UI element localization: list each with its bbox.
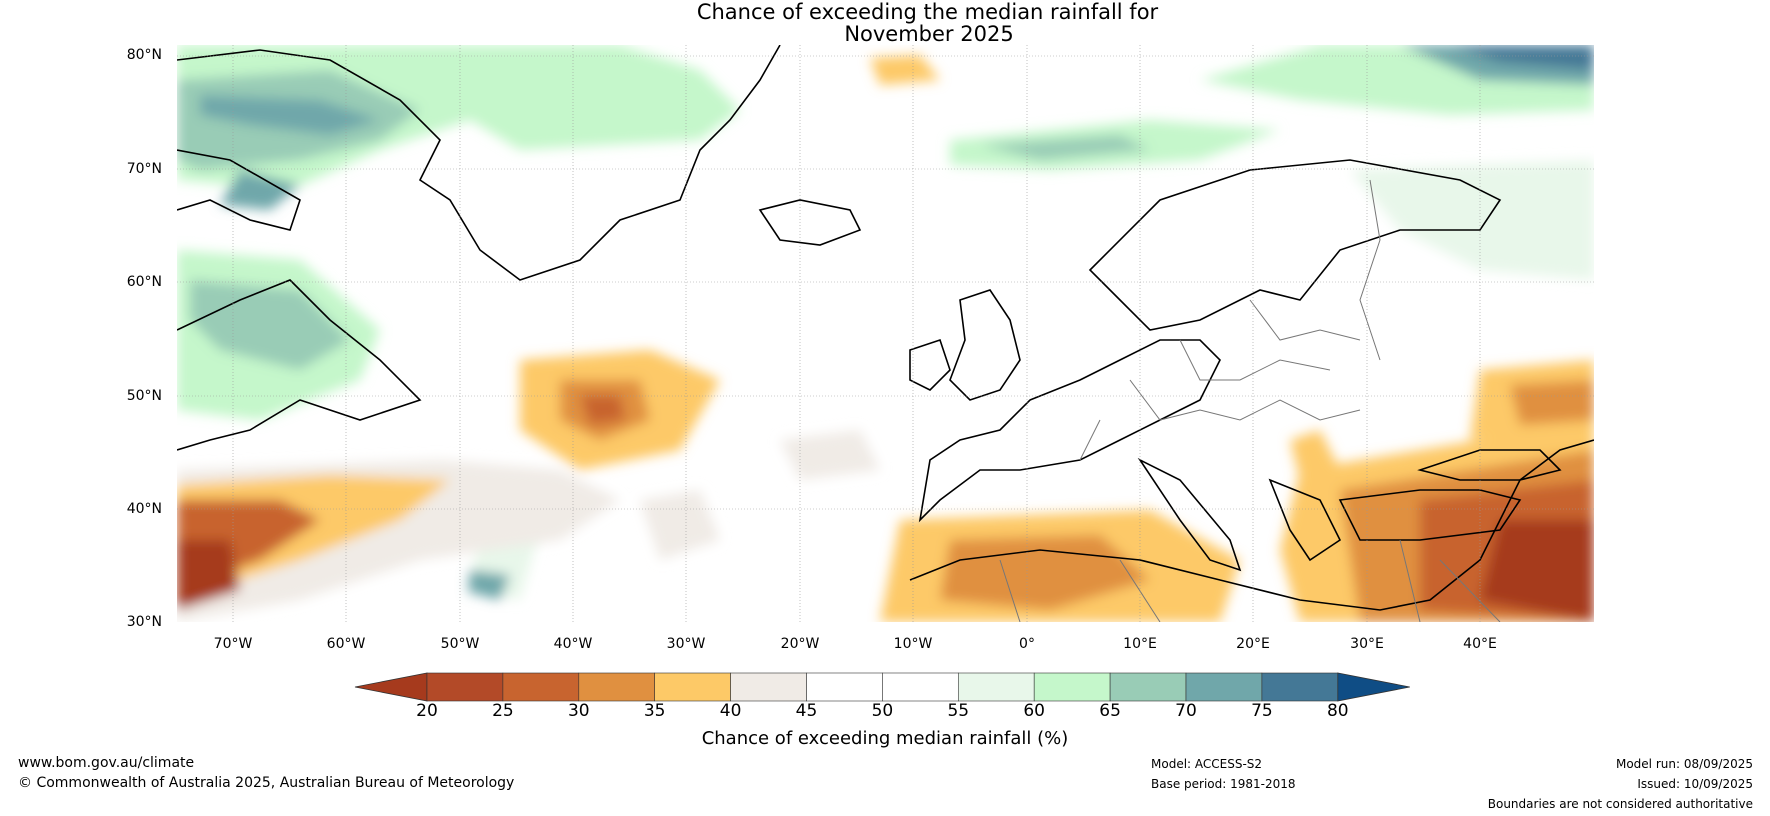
footer-disclaimer: Boundaries are not considered authoritat… xyxy=(1487,797,1753,811)
lon-label-30e: 30°E xyxy=(1350,636,1384,652)
lon-label-70w: 70°W xyxy=(213,636,253,652)
footer-model-run: Model run: 08/09/2025 xyxy=(1615,757,1753,771)
lon-label-60w: 60°W xyxy=(326,636,366,652)
colorbar-cell xyxy=(426,672,504,702)
colorbar-cell xyxy=(578,672,655,702)
colorbar-tick-label: 30 xyxy=(567,701,590,721)
colorbar-cell xyxy=(1033,672,1111,702)
footer-base-period: Base period: 1981-2018 xyxy=(1151,777,1296,791)
dry-anomaly-regions xyxy=(177,55,1594,622)
colorbar-cell xyxy=(1185,672,1263,702)
colorbar-tick-label: 70 xyxy=(1175,701,1197,721)
colorbar-extend-high xyxy=(1337,672,1410,702)
colorbar-cell xyxy=(957,672,1035,702)
lat-label-50n: 50°N xyxy=(126,388,162,404)
title-line-1: Chance of exceeding the median rainfall … xyxy=(696,0,1159,24)
lat-label-80n: 80°N xyxy=(126,47,162,63)
western-europe-coast xyxy=(918,339,1221,523)
gridlines xyxy=(177,45,1594,622)
coastlines xyxy=(177,45,1594,611)
colorbar-extend-low xyxy=(354,672,428,702)
turkey-coast xyxy=(1338,489,1522,541)
lon-label-20e: 20°E xyxy=(1236,636,1270,652)
lon-label-40e: 40°E xyxy=(1463,636,1497,652)
footer-website: www.bom.gov.au/climate xyxy=(18,755,195,771)
lon-label-10w: 10°W xyxy=(893,636,933,652)
greenland-coast xyxy=(177,45,781,281)
lat-label-40n: 40°N xyxy=(126,501,162,517)
map-title: Chance of exceeding the median rainfall … xyxy=(0,0,1770,24)
footer-model: Model: ACCESS-S2 xyxy=(1151,757,1263,771)
colorbar-tick-label: 45 xyxy=(795,701,818,721)
labrador-coast xyxy=(177,279,422,451)
lon-label-10e: 10°E xyxy=(1123,636,1157,652)
colorbar-cell xyxy=(502,672,580,702)
colorbar-tick-label: 40 xyxy=(719,701,742,721)
ireland-coast xyxy=(909,338,951,391)
lon-label-30w: 30°W xyxy=(666,636,706,652)
colorbar-cell xyxy=(654,672,731,702)
italy-coast xyxy=(1137,457,1242,572)
colorbar-tick-label: 75 xyxy=(1251,701,1273,721)
baffin-coast xyxy=(177,149,301,231)
colorbar-tick-label: 55 xyxy=(947,701,970,721)
scandinavia-coast xyxy=(1088,159,1502,331)
colorbar-tick-label: 65 xyxy=(1099,701,1121,721)
footer-issued: Issued: 10/09/2025 xyxy=(1637,777,1753,791)
colorbar-tick-label: 25 xyxy=(492,701,514,721)
lon-label-40w: 40°W xyxy=(553,636,593,652)
colorbar-cells xyxy=(354,672,1410,702)
colorbar-tick-label: 50 xyxy=(871,701,894,721)
colorbar-tick-label: 20 xyxy=(416,701,438,721)
colorbar-tick-label: 80 xyxy=(1326,701,1349,721)
balkans-coast xyxy=(1268,478,1342,562)
colorbar-cell xyxy=(806,672,883,702)
lon-label-0: 0° xyxy=(1019,636,1035,652)
lon-label-20w: 20°W xyxy=(780,636,820,652)
colorbar-cell xyxy=(1261,672,1339,702)
lon-label-50w: 50°W xyxy=(440,636,480,652)
country-borders xyxy=(999,179,1501,622)
colorbar-cell xyxy=(882,672,959,702)
title-line-2: November 2025 xyxy=(844,22,1014,46)
colorbar-label: Chance of exceeding median rainfall (%) xyxy=(701,728,1069,749)
colorbar-tick-label: 60 xyxy=(1023,701,1045,721)
footer-copyright: © Commonwealth of Australia 2025, Austra… xyxy=(18,775,515,791)
lat-label-60n: 60°N xyxy=(126,274,162,290)
lat-label-30n: 30°N xyxy=(126,614,162,630)
iceland-coast xyxy=(758,199,862,246)
colorbar-tick-label: 35 xyxy=(643,701,666,721)
britain-coast xyxy=(949,289,1021,401)
colorbar-cell xyxy=(730,672,807,702)
north-africa-coast xyxy=(909,439,1594,611)
colorbar-cell xyxy=(1109,672,1187,702)
lat-label-70n: 70°N xyxy=(126,161,162,177)
wet-anomaly-regions xyxy=(177,45,1594,600)
